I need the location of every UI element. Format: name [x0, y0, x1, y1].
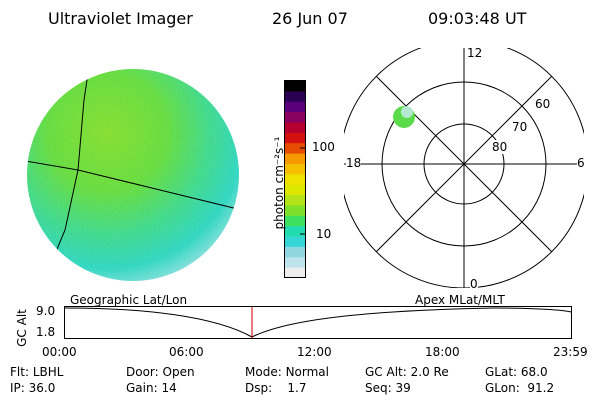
- gc-alt-axis-title: GC Alt: [15, 309, 29, 347]
- colorbar-cell: [284, 246, 306, 258]
- mlt-label-6: 6: [577, 156, 585, 170]
- info-ip: IP: 36.0: [10, 381, 56, 395]
- info-dsp: Dsp: 1.7: [245, 381, 307, 395]
- polar-mlt-plot: [344, 48, 584, 288]
- mlt-label-18: 18: [346, 156, 362, 170]
- date-label: 26 Jun 07: [272, 9, 348, 28]
- alt-tick-low: 1.8: [36, 325, 56, 339]
- colorbar-cell: [284, 184, 306, 196]
- time-tick-2359: 23:59: [553, 345, 588, 359]
- info-seq: Seq: 39: [365, 381, 411, 395]
- mlt-label-0: 0: [470, 277, 478, 291]
- info-glat: GLat: 68.0: [485, 365, 548, 379]
- colorbar-cell: [284, 90, 306, 102]
- colorbar-cell: [284, 153, 306, 164]
- time-tick-0600: 06:00: [169, 345, 204, 359]
- colorbar-tick-100: 100: [312, 140, 335, 154]
- colorbar-cell: [284, 204, 306, 216]
- earth-disk-image: [27, 69, 239, 281]
- colorbar-cell: [284, 121, 306, 133]
- time-label: 09:03:48 UT: [428, 9, 527, 28]
- info-door: Door: Open: [126, 365, 195, 379]
- info-gain: Gain: 14: [126, 381, 177, 395]
- colorbar-cell: [284, 163, 306, 175]
- time-tick-1800: 18:00: [425, 345, 460, 359]
- info-filter: Flt: LBHL: [10, 365, 64, 379]
- colorbar-cell: [284, 194, 306, 206]
- altitude-curve: [64, 307, 572, 338]
- apex-coord-label: Apex MLat/MLT: [415, 293, 505, 307]
- colorbar-cell: [284, 142, 306, 154]
- colorbar-cell: [284, 215, 306, 227]
- lat-label-80: 80: [492, 140, 508, 154]
- colorbar-cell: [284, 173, 306, 185]
- colorbar-cell: [284, 80, 306, 92]
- colorbar-tick-10: 10: [316, 227, 332, 241]
- colorbar-cell: [284, 111, 306, 123]
- geographic-coord-label: Geographic Lat/Lon: [70, 293, 188, 307]
- altitude-timeline-plot: [64, 306, 572, 339]
- lat-label-70: 70: [512, 120, 528, 134]
- colorbar-cell: [284, 225, 306, 237]
- colorbar-cell: [284, 256, 306, 268]
- alt-tick-high: 9.0: [36, 304, 56, 318]
- mlt-label-12: 12: [467, 46, 483, 60]
- info-mode: Mode: Normal: [245, 365, 329, 379]
- colorbar-cell: [284, 267, 306, 278]
- colorbar-cell: [284, 101, 306, 113]
- lat-label-60: 60: [535, 97, 551, 111]
- info-glon: GLon: 91.2: [485, 381, 555, 395]
- colorbar-cell: [284, 132, 306, 144]
- info-gc-alt: GC Alt: 2.0 Re: [365, 365, 449, 379]
- color-scale-bar: [284, 80, 306, 278]
- latitude-line: [27, 159, 239, 213]
- time-tick-1200: 12:00: [297, 345, 332, 359]
- instrument-title: Ultraviolet Imager: [48, 9, 193, 28]
- colorbar-cell: [284, 236, 306, 247]
- colorbar-unit-label: photon cm⁻²s⁻¹: [272, 136, 286, 230]
- time-tick-0000: 00:00: [42, 345, 77, 359]
